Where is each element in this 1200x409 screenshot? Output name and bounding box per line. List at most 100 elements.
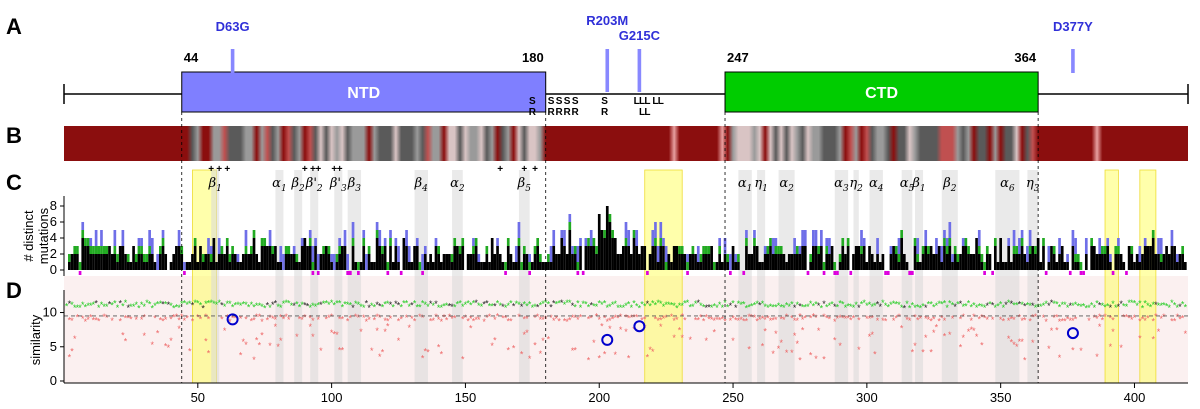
red-point: *	[892, 316, 896, 326]
mutation-bar-green	[389, 238, 392, 246]
mutation-bar-green	[105, 246, 109, 254]
mutation-bar-green	[547, 254, 550, 262]
mutation-bar	[295, 262, 299, 270]
panel-letter-a: A	[6, 14, 22, 39]
green-point: *	[1098, 300, 1102, 310]
mutation-bar-green	[956, 254, 960, 262]
mutation-bar	[619, 254, 622, 270]
mutation-bar	[814, 246, 818, 270]
mutation-bar	[654, 246, 657, 270]
mutation-bar	[340, 246, 344, 270]
circled-mutation-point	[633, 320, 646, 333]
zero-marker	[806, 271, 810, 275]
red-point: *	[616, 313, 620, 323]
green-point: *	[442, 302, 446, 312]
mutation-bar-green	[1074, 254, 1077, 262]
red-point: *	[715, 315, 719, 325]
green-point: *	[627, 299, 631, 309]
green-point: *	[1138, 299, 1142, 309]
sequence-motif-letter: R	[572, 107, 580, 118]
red-point: *	[547, 334, 551, 344]
mutation-bar-green	[603, 230, 606, 238]
green-point: *	[480, 302, 484, 312]
red-point: *	[76, 312, 80, 322]
mutation-bar	[857, 246, 861, 270]
green-point: *	[102, 302, 106, 312]
mutation-bar-blue	[209, 246, 213, 254]
green-point: *	[284, 298, 288, 308]
red-point: *	[1173, 317, 1177, 327]
red-point: *	[330, 328, 334, 338]
green-point: *	[1133, 298, 1137, 308]
mutation-bar-green	[148, 246, 151, 254]
mutation-bar-blue	[351, 222, 355, 238]
green-point: *	[646, 299, 650, 309]
red-point: *	[705, 336, 709, 346]
red-point: *	[464, 313, 468, 323]
mutation-bar-blue	[656, 246, 660, 262]
mutation-bar	[533, 254, 537, 270]
red-point: *	[940, 313, 944, 323]
mutation-bar-blue	[1170, 230, 1174, 246]
green-point: *	[509, 298, 513, 308]
mutation-bar-blue	[150, 238, 154, 254]
mutation-bar-green	[504, 262, 507, 270]
green-point: *	[903, 303, 907, 313]
green-point: *	[1184, 303, 1188, 313]
mutation-bar	[870, 254, 874, 270]
red-point: *	[833, 317, 837, 327]
green-point: *	[515, 299, 519, 309]
mutation-bar	[1012, 254, 1016, 270]
mutation-bar	[894, 254, 898, 270]
red-point: *	[346, 317, 350, 327]
mutation-bar-green	[201, 254, 205, 262]
mutation-bar	[148, 254, 151, 270]
mutation-bar	[343, 246, 347, 270]
red-point: *	[1010, 338, 1014, 348]
mutation-bar	[426, 262, 430, 270]
green-point: *	[231, 303, 235, 313]
domain-ntd	[181, 71, 547, 113]
mutation-bar-blue	[1012, 230, 1016, 246]
red-point: *	[1119, 343, 1123, 353]
mutation-bar-green	[573, 246, 577, 254]
green-point: *	[349, 300, 353, 310]
mutation-bar	[854, 246, 858, 270]
zero-marker	[1079, 271, 1083, 275]
red-point: *	[654, 314, 658, 324]
green-point: *	[308, 303, 312, 313]
green-point: *	[1143, 298, 1147, 308]
green-point: *	[201, 303, 205, 313]
mutation-bar-blue	[803, 230, 807, 246]
red-point: *	[659, 322, 663, 332]
red-point: *	[961, 312, 965, 322]
red-point: *	[1109, 314, 1113, 324]
mutation-bar	[461, 246, 465, 270]
mutation-bar-green	[860, 246, 863, 254]
mutation-bar-blue	[316, 254, 320, 270]
green-point: *	[972, 301, 976, 311]
green-point: *	[707, 302, 711, 312]
mutation-bar	[1154, 254, 1158, 270]
mutation-bar	[916, 262, 920, 270]
red-point: *	[557, 317, 561, 327]
red-point: *	[785, 348, 789, 358]
red-point: *	[84, 317, 88, 327]
green-point: *	[1141, 303, 1145, 313]
green-point: *	[1068, 301, 1072, 311]
red-point: *	[913, 312, 917, 322]
mutation-bar-blue	[477, 254, 481, 262]
red-point: *	[589, 314, 593, 324]
red-point: *	[721, 315, 725, 325]
red-point: *	[105, 313, 109, 323]
green-point: *	[630, 303, 634, 313]
mutation-bar	[193, 246, 197, 270]
mutation-bar	[988, 254, 992, 270]
mutation-bar-blue	[940, 246, 944, 262]
red-point: *	[124, 314, 128, 324]
green-point: *	[619, 303, 623, 313]
red-point: *	[771, 316, 775, 326]
green-point: *	[1066, 303, 1070, 313]
red-point: *	[659, 315, 663, 325]
green-point: *	[268, 303, 272, 313]
